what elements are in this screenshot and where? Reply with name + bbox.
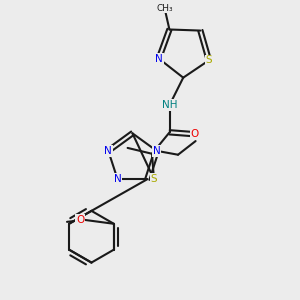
Text: O: O [191,129,199,139]
Text: S: S [151,174,157,184]
Text: O: O [76,215,85,225]
Text: S: S [206,55,212,65]
Text: N: N [104,146,112,156]
Text: N: N [155,54,163,64]
Text: N: N [114,174,122,184]
Text: CH₃: CH₃ [156,4,173,13]
Text: NH: NH [162,100,177,110]
Text: N: N [153,146,160,156]
